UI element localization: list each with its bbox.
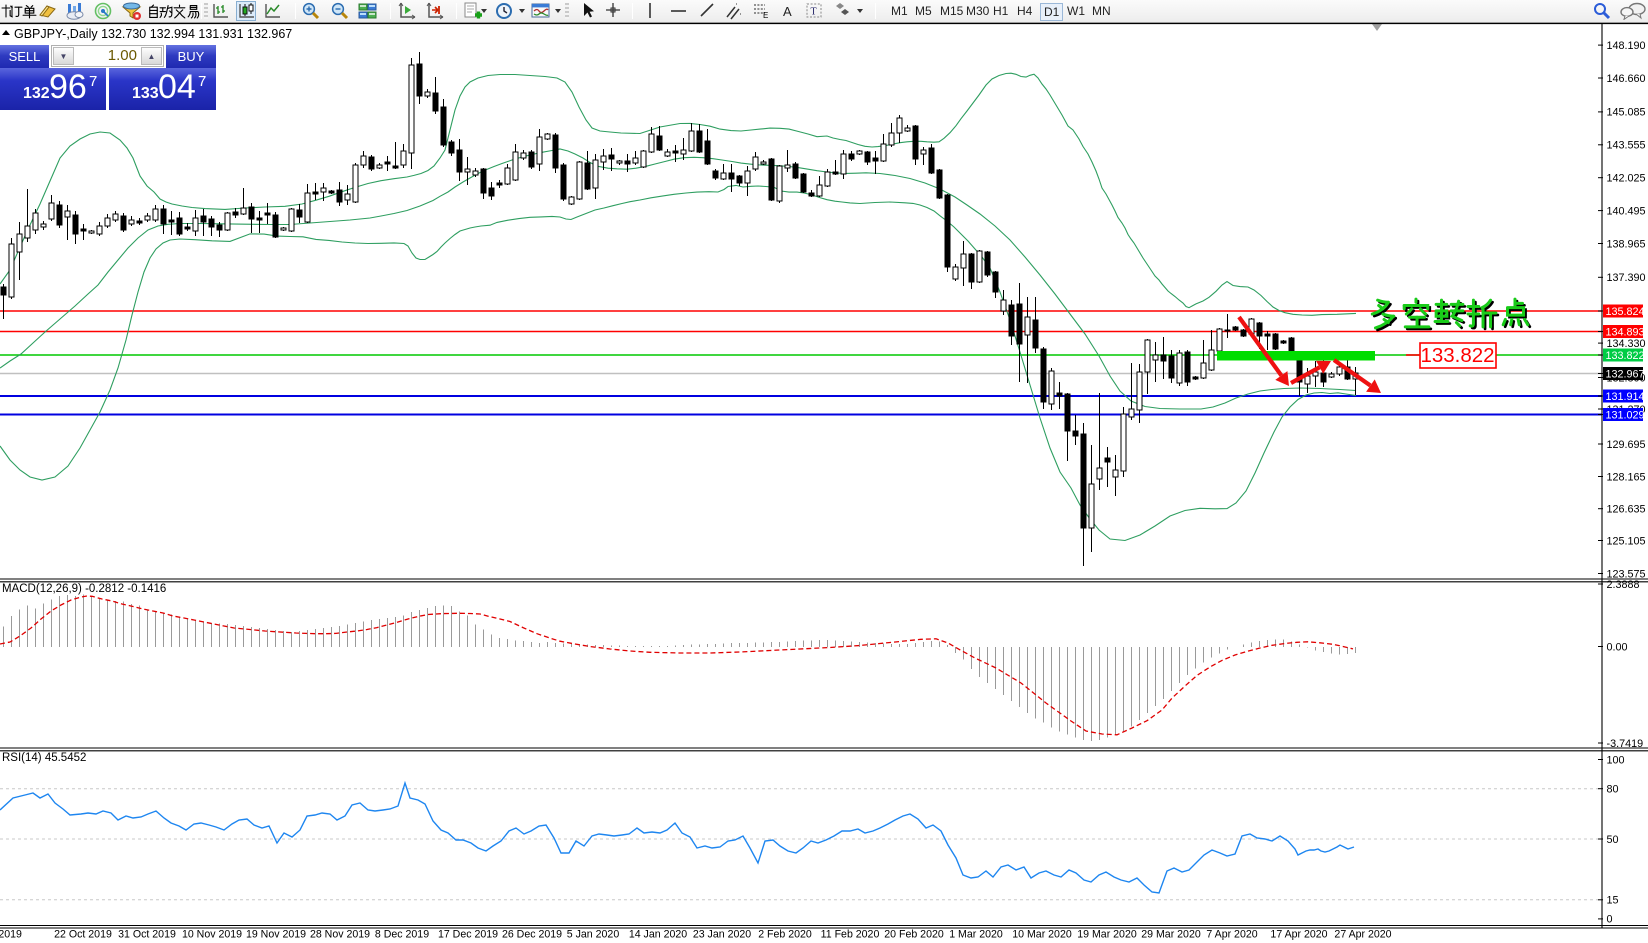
svg-text:132.967: 132.967 [1606,368,1645,380]
svg-text:28 Nov 2019: 28 Nov 2019 [310,929,370,941]
svg-text:RSI(14) 45.5452: RSI(14) 45.5452 [2,752,86,764]
svg-text:0: 0 [1607,914,1613,926]
svg-text:2 Feb 2020: 2 Feb 2020 [758,929,812,941]
svg-text:128.165: 128.165 [1607,471,1646,483]
svg-text:134.330: 134.330 [1607,338,1646,350]
svg-text:14 Jan 2020: 14 Jan 2020 [629,929,687,941]
svg-text:142.025: 142.025 [1607,173,1646,185]
svg-text:2.3888: 2.3888 [1607,579,1640,591]
svg-text:26 Dec 2019: 26 Dec 2019 [502,929,562,941]
svg-text:133.822: 133.822 [1606,350,1645,362]
svg-text:MACD(12,26,9) -0.2812 -0.1416: MACD(12,26,9) -0.2812 -0.1416 [2,583,166,595]
svg-text:134.893: 134.893 [1606,326,1645,338]
svg-text:29 Mar 2020: 29 Mar 2020 [1141,929,1201,941]
svg-text:31 Oct 2019: 31 Oct 2019 [118,929,176,941]
svg-text:10 Mar 2020: 10 Mar 2020 [1012,929,1072,941]
svg-text:123.575: 123.575 [1607,568,1646,580]
svg-text:135.824: 135.824 [1606,306,1645,318]
svg-text:19 Nov 2019: 19 Nov 2019 [246,929,306,941]
svg-text:138.965: 138.965 [1607,238,1646,250]
svg-text:19 Mar 2020: 19 Mar 2020 [1077,929,1137,941]
svg-text:11 Feb 2020: 11 Feb 2020 [821,929,880,941]
svg-text:17 Apr 2020: 17 Apr 2020 [1270,929,1327,941]
svg-text:129.695: 129.695 [1607,439,1646,451]
svg-text:143.555: 143.555 [1607,140,1646,152]
svg-text:-3.7419: -3.7419 [1607,738,1644,750]
svg-text:140.495: 140.495 [1607,205,1646,217]
svg-text:1 Mar 2020: 1 Mar 2020 [949,929,1003,941]
svg-text:148.190: 148.190 [1607,40,1646,52]
svg-text:80: 80 [1607,784,1619,796]
svg-text:131.029: 131.029 [1606,409,1645,421]
svg-text:125.105: 125.105 [1607,535,1646,547]
svg-text:20 Feb 2020: 20 Feb 2020 [884,929,944,941]
svg-text:126.635: 126.635 [1607,504,1646,516]
svg-text:15: 15 [1607,895,1619,907]
svg-text:E: E [763,11,768,20]
svg-text:23 Jan 2020: 23 Jan 2020 [693,929,751,941]
svg-text:5 Jan 2020: 5 Jan 2020 [567,929,620,941]
svg-text:8 Oct 2019: 8 Oct 2019 [0,929,22,941]
svg-text:T: T [811,7,817,18]
svg-text:137.390: 137.390 [1607,272,1646,284]
svg-text:0.00: 0.00 [1607,641,1628,653]
svg-text:GBPJPY-,Daily 132.730 132.994: GBPJPY-,Daily 132.730 132.994 131.931 13… [14,27,292,41]
svg-text:7 Apr 2020: 7 Apr 2020 [1206,929,1257,941]
svg-text:22 Oct 2019: 22 Oct 2019 [54,929,112,941]
svg-text:133.822: 133.822 [1420,344,1494,367]
svg-text:17 Dec 2019: 17 Dec 2019 [438,929,498,941]
svg-text:10 Nov 2019: 10 Nov 2019 [182,929,242,941]
svg-text:131.914: 131.914 [1606,391,1645,403]
svg-text:145.085: 145.085 [1607,107,1646,119]
svg-text:100: 100 [1607,754,1625,766]
svg-text:146.660: 146.660 [1607,73,1646,85]
svg-text:8 Dec 2019: 8 Dec 2019 [375,929,429,941]
svg-text:50: 50 [1607,834,1619,846]
svg-text:27 Apr 2020: 27 Apr 2020 [1334,929,1391,941]
